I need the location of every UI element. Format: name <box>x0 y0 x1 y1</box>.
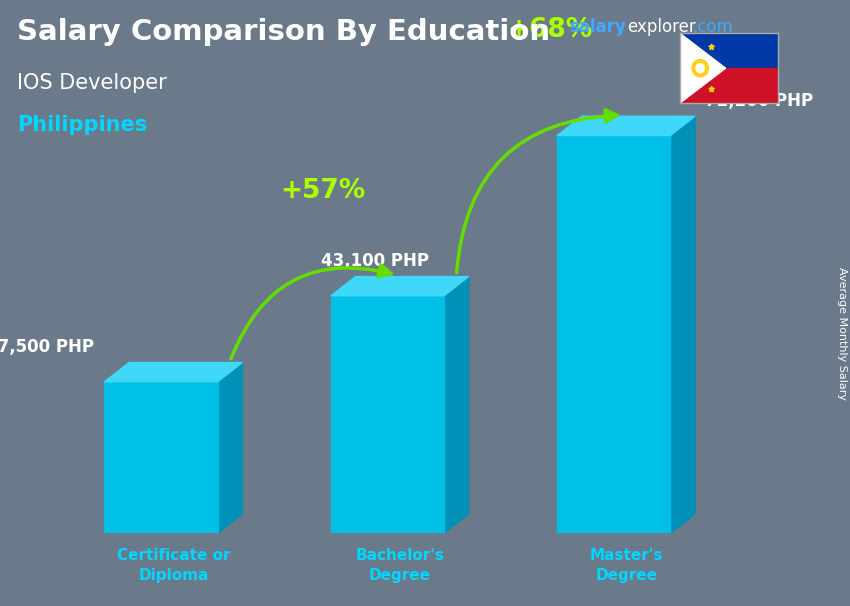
Text: salary: salary <box>570 18 626 36</box>
Text: 72,200 PHP: 72,200 PHP <box>706 92 813 110</box>
Text: 43,100 PHP: 43,100 PHP <box>320 252 428 270</box>
Text: IOS Developer: IOS Developer <box>17 73 167 93</box>
Polygon shape <box>709 86 714 92</box>
Bar <box>105 382 218 533</box>
Text: .com: .com <box>693 18 734 36</box>
Text: Certificate or
Diploma: Certificate or Diploma <box>116 548 230 582</box>
Bar <box>680 33 778 68</box>
Circle shape <box>692 59 708 77</box>
Polygon shape <box>444 276 468 533</box>
Polygon shape <box>331 276 468 296</box>
Polygon shape <box>709 44 714 50</box>
Text: 27,500 PHP: 27,500 PHP <box>0 338 94 356</box>
Bar <box>331 296 444 533</box>
Polygon shape <box>671 116 695 533</box>
Polygon shape <box>218 362 242 533</box>
Polygon shape <box>680 33 726 103</box>
Text: Master's
Degree: Master's Degree <box>589 548 663 582</box>
Text: Bachelor's
Degree: Bachelor's Degree <box>355 548 445 582</box>
Polygon shape <box>675 65 680 71</box>
Bar <box>558 136 671 533</box>
Text: +57%: +57% <box>280 178 366 204</box>
Polygon shape <box>105 362 242 382</box>
Text: +68%: +68% <box>507 18 592 44</box>
Circle shape <box>696 64 705 73</box>
Text: Salary Comparison By Education: Salary Comparison By Education <box>17 18 550 46</box>
Polygon shape <box>558 116 695 136</box>
Text: Philippines: Philippines <box>17 115 147 135</box>
Bar <box>680 68 778 103</box>
Text: Average Monthly Salary: Average Monthly Salary <box>837 267 847 400</box>
Text: explorer: explorer <box>627 18 696 36</box>
